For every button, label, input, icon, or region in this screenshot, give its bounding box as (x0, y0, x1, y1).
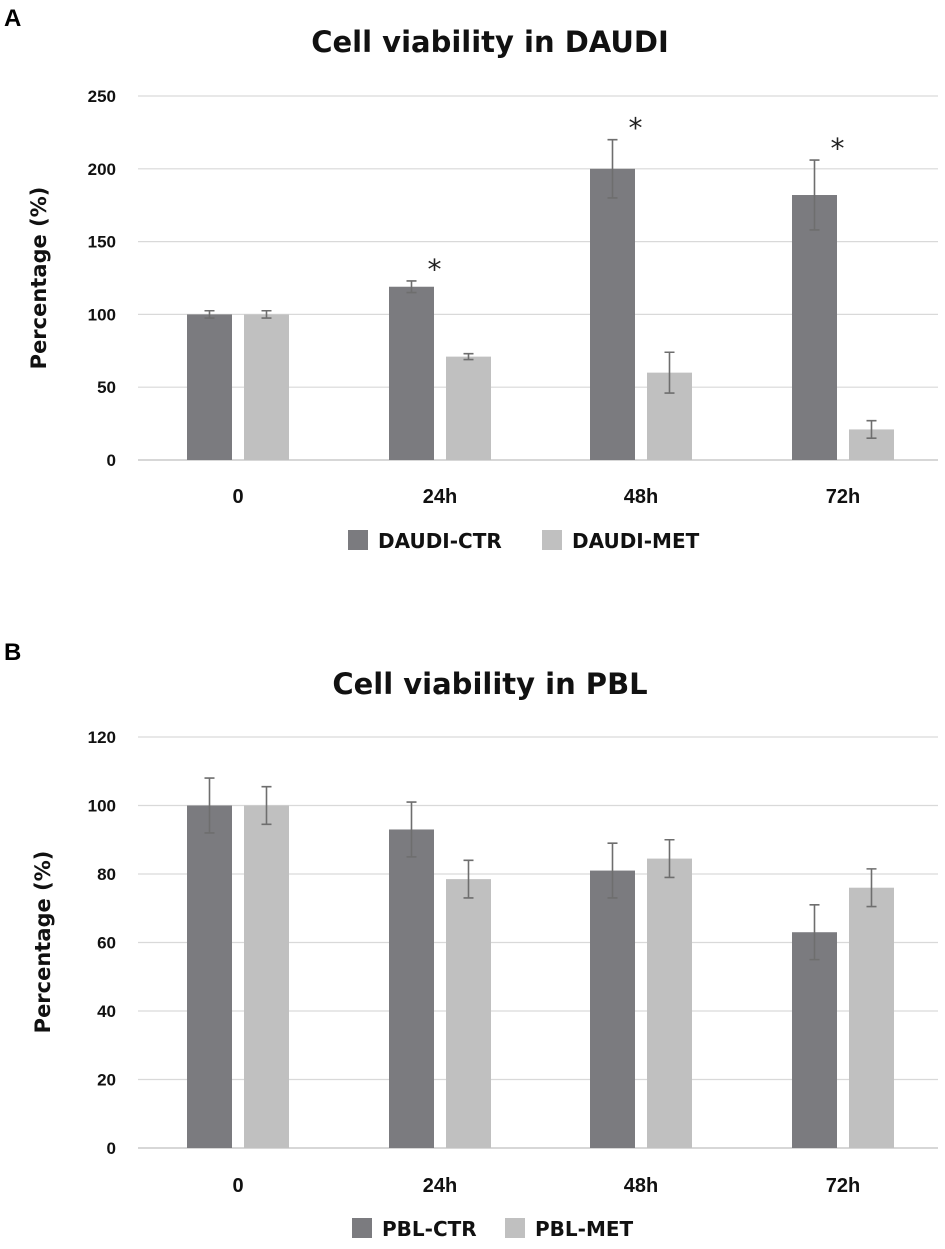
y-tick-label: 50 (97, 378, 116, 397)
y-tick-label: 80 (97, 865, 116, 884)
significance-asterisk: * (428, 253, 442, 286)
error-bar (866, 419, 877, 439)
bars-b (187, 805, 894, 1148)
error-bar (866, 868, 877, 908)
error-bars-a (204, 138, 877, 439)
y-axis-label-a: Percentage (%) (27, 187, 51, 370)
error-bar (261, 309, 272, 319)
y-tick-label: 250 (88, 87, 116, 106)
error-bar (463, 859, 474, 899)
y-axis-label-b: Percentage (%) (31, 851, 55, 1034)
y-tick-label: 0 (107, 1139, 116, 1158)
error-bar (406, 801, 417, 858)
legend-label: PBL-MET (535, 1217, 634, 1241)
chart-panel-b: B Cell viability in PBL Percentage (%) 0… (4, 639, 938, 1241)
y-tick-label: 0 (107, 451, 116, 470)
x-tick-label: 0 (232, 486, 243, 508)
error-bar (463, 352, 474, 361)
bar-pbl-ctr-0 (187, 805, 232, 1148)
bar-daudi-ctr-0 (187, 314, 232, 460)
panel-letter-a: A (4, 5, 21, 32)
panel-letter-b: B (4, 639, 21, 666)
bar-daudi-ctr-24h (389, 286, 434, 460)
chart-title-a: Cell viability in DAUDI (311, 25, 669, 59)
x-tick-label: 48h (624, 1175, 658, 1197)
bar-daudi-met-0 (244, 314, 289, 460)
legend-swatch (505, 1218, 525, 1238)
error-bar (204, 309, 215, 319)
error-bar (607, 842, 618, 899)
y-tick-label: 20 (97, 1071, 116, 1090)
x-tick-label: 0 (232, 1175, 243, 1197)
x-tick-label: 24h (423, 1175, 457, 1197)
bar-pbl-ctr-48h (590, 870, 635, 1148)
bars-a (187, 168, 894, 461)
bar-pbl-met-48h (647, 858, 692, 1148)
error-bar (607, 138, 618, 199)
y-tick-label: 100 (88, 797, 116, 816)
x-tick-label: 72h (826, 1175, 860, 1197)
x-tick-label: 72h (826, 486, 860, 508)
y-tick-label: 200 (88, 160, 116, 179)
y-tick-label: 40 (97, 1002, 116, 1021)
error-bar (261, 785, 272, 826)
x-ticks-a: 0 24h 48h 72h (232, 486, 860, 508)
x-tick-label: 24h (423, 486, 457, 508)
bar-pbl-met-24h (446, 879, 491, 1148)
x-ticks-b: 0 24h 48h 72h (232, 1175, 860, 1197)
legend-label: DAUDI-CTR (378, 529, 502, 553)
bar-daudi-ctr-72h (792, 195, 837, 460)
bar-pbl-ctr-72h (792, 932, 837, 1148)
chart-panel-a: A Cell viability in DAUDI Percentage (%)… (4, 5, 938, 553)
error-bar (809, 904, 820, 961)
legend-a: DAUDI-CTR DAUDI-MET (348, 529, 700, 553)
x-tick-label: 48h (624, 486, 658, 508)
error-bar (664, 351, 675, 394)
y-tick-label: 120 (88, 728, 116, 747)
legend-label: DAUDI-MET (572, 529, 700, 553)
legend-swatch (348, 530, 368, 550)
y-ticks-a: 0 50 100 150 200 250 (88, 87, 116, 470)
y-tick-label: 60 (97, 934, 116, 953)
bar-pbl-met-0 (244, 805, 289, 1148)
bar-pbl-met-72h (849, 887, 894, 1148)
chart-title-b: Cell viability in PBL (332, 667, 647, 701)
significance-marks-a: * * * (428, 112, 845, 286)
legend-label: PBL-CTR (382, 1217, 477, 1241)
significance-asterisk: * (629, 112, 643, 145)
legend-swatch (542, 530, 562, 550)
y-ticks-b: 0 20 40 60 80 100 120 (88, 728, 116, 1158)
y-tick-label: 150 (88, 233, 116, 252)
y-tick-label: 100 (88, 305, 116, 324)
legend-b: PBL-CTR PBL-MET (352, 1217, 634, 1241)
error-bar (406, 280, 417, 294)
error-bars-b (204, 777, 877, 961)
error-bar (664, 838, 675, 879)
error-bar (809, 159, 820, 231)
bar-daudi-ctr-48h (590, 168, 635, 461)
bar-pbl-ctr-24h (389, 829, 434, 1148)
error-bar (204, 777, 215, 834)
bar-daudi-met-24h (446, 356, 491, 460)
legend-swatch (352, 1218, 372, 1238)
significance-asterisk: * (831, 132, 845, 165)
